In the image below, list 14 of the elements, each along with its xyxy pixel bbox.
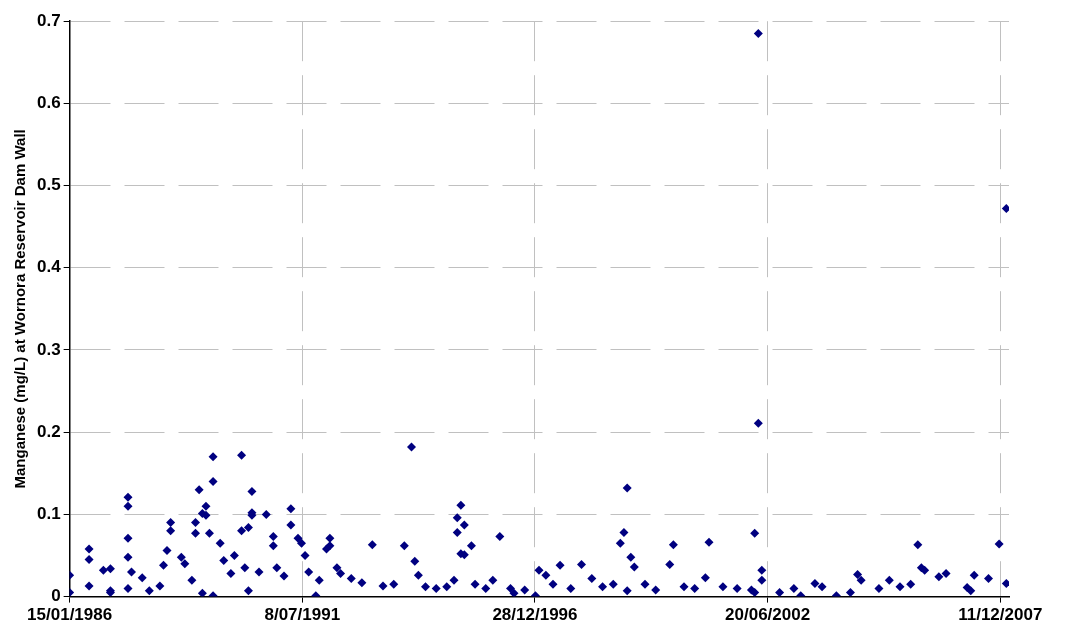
y-tick-label: 0 [51, 586, 61, 606]
y-tick-label: 0.4 [36, 257, 62, 277]
x-tick-label: 28/12/1996 [492, 605, 578, 625]
x-tick-label: 15/01/1986 [27, 605, 113, 625]
y-tick-label: 0.6 [36, 93, 61, 113]
y-tick-label: 0.5 [36, 175, 61, 195]
y-tick-label: 0.1 [36, 504, 61, 524]
y-tick-label: 0.2 [36, 421, 61, 441]
x-tick-label: 8/07/1991 [264, 605, 341, 625]
y-axis-title: Manganese (mg/L) at Wornora Reservoir Dam Wall [11, 129, 29, 489]
x-tick-label: 11/12/2007 [958, 605, 1043, 625]
x-tick-label: 20/06/2002 [725, 605, 811, 625]
y-tick-label: 0.7 [36, 10, 61, 30]
y-tick-label: 0.3 [36, 339, 61, 359]
